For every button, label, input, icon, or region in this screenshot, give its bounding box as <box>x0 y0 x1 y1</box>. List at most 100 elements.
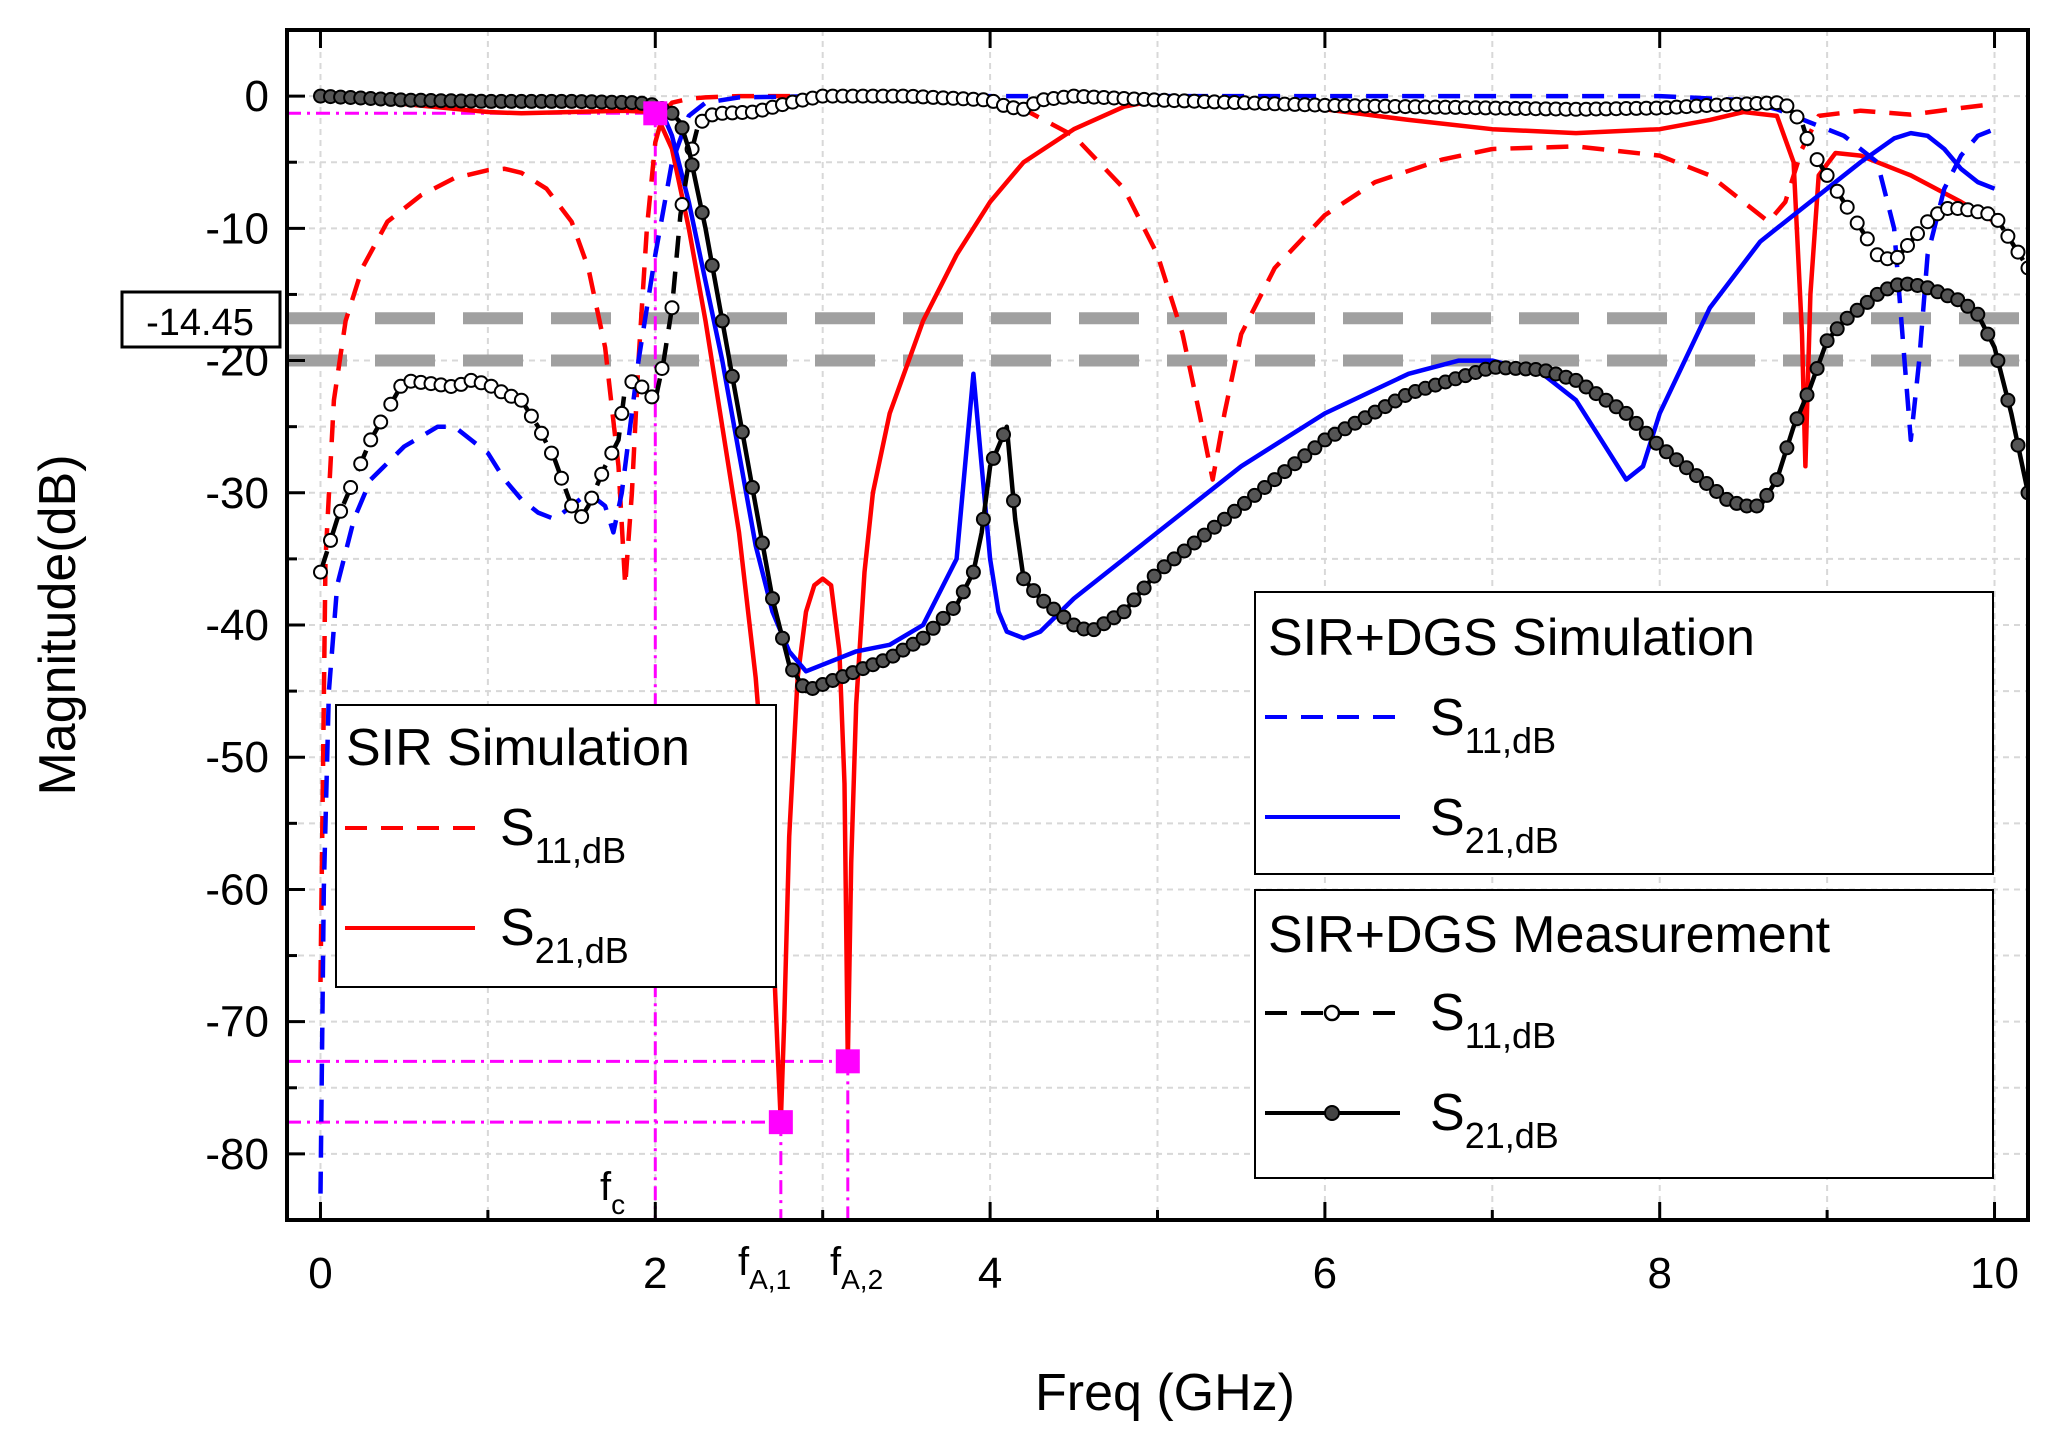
series-point-6 <box>1277 464 1293 480</box>
series-point-6 <box>935 610 951 626</box>
series-point-6 <box>1769 472 1785 488</box>
series-point-6 <box>684 157 700 173</box>
series-point-5 <box>654 361 670 376</box>
series-point-6 <box>945 601 961 616</box>
legend-sir-s21-label: S21,dB <box>500 899 629 971</box>
tick-labels: 0 2 4 6 8 100-10-20-30-40-50-60-70-80 <box>205 72 2019 1298</box>
y-tick-label: -80 <box>205 1130 269 1179</box>
x-tick-label: 6 <box>1313 1249 1337 1298</box>
series-point-6 <box>1618 405 1634 421</box>
legend-dgs-meas-s21-marker <box>1324 1105 1340 1121</box>
legend-sir-s11-label: S11,dB <box>500 799 626 871</box>
series-point-6 <box>694 205 710 220</box>
series-point-6 <box>1638 425 1654 441</box>
series-point-6 <box>1136 580 1152 596</box>
legend-dgs-sim-s11-label: S11,dB <box>1430 689 1556 761</box>
series-point-5 <box>1920 214 1936 230</box>
legend-dgs-meas-s11-label: S11,dB <box>1430 984 1556 1056</box>
series-point-5 <box>614 405 630 421</box>
series-point-6 <box>1036 593 1052 609</box>
series-point-6 <box>1217 511 1232 527</box>
series-point-5 <box>554 470 569 486</box>
series-point-6 <box>1598 392 1614 408</box>
series-point-5 <box>1980 206 1996 222</box>
annotation-fc: fc <box>600 1165 625 1220</box>
series-point-6 <box>734 424 750 440</box>
series-point-6 <box>1819 333 1835 349</box>
series-point-6 <box>785 662 801 678</box>
series-point-5 <box>1849 215 1865 231</box>
series-point-6 <box>975 511 991 527</box>
series-point-6 <box>775 630 790 646</box>
series-point-6 <box>765 591 780 607</box>
series-point-6 <box>704 257 720 273</box>
series-point-5 <box>1859 231 1875 247</box>
series-point-6 <box>1990 353 2006 369</box>
series-point-6 <box>925 620 941 636</box>
series-line-1 <box>318 93 1995 983</box>
y-tick-label: -50 <box>205 733 269 782</box>
series-point-6 <box>1196 527 1212 543</box>
y-tick-label: 0 <box>245 72 269 121</box>
annotation-markers <box>643 101 860 1135</box>
series-point-5 <box>363 432 379 448</box>
series-point-6 <box>1206 519 1222 535</box>
series-point-6 <box>1669 452 1684 468</box>
legend-dgs-measurement: SIR+DGS Measurement S11,dB S21,dB <box>1254 889 1994 1179</box>
series-point-6 <box>1237 495 1252 511</box>
series-point-5 <box>343 480 359 495</box>
annotation-marker-fA1 <box>768 1110 793 1135</box>
series-point-6 <box>1839 310 1855 326</box>
series-point-5 <box>1799 130 1815 146</box>
series-point-5 <box>1990 212 2006 228</box>
x-tick-label: 4 <box>978 1249 1002 1298</box>
annotation-marker-fA2 <box>835 1049 860 1074</box>
series-point-5 <box>594 466 610 482</box>
series-point-6 <box>1749 498 1765 514</box>
series-point-5 <box>1910 226 1925 242</box>
series-point-6 <box>1026 583 1042 599</box>
series-point-5 <box>353 456 369 472</box>
series-point-5 <box>313 564 328 580</box>
series-point-6 <box>1709 484 1725 499</box>
series-point-6 <box>1648 435 1664 451</box>
y-tick-label: -10 <box>205 204 269 253</box>
series-point-5 <box>574 509 590 525</box>
series-point-6 <box>2000 392 2016 408</box>
series-point-6 <box>1176 543 1192 559</box>
series-point-6 <box>1658 444 1674 460</box>
series-point-6 <box>1789 411 1805 427</box>
series-point-6 <box>1568 372 1584 388</box>
y-tick-label: -40 <box>205 601 269 650</box>
series-point-6 <box>1849 302 1865 318</box>
series-point-6 <box>1126 592 1142 608</box>
series-point-6 <box>915 630 931 646</box>
legend-dgs-sim-s21-label: S21,dB <box>1430 789 1559 861</box>
series-point-6 <box>1699 476 1715 491</box>
x-tick-label: 0 <box>308 1249 332 1298</box>
y-tick-label: -70 <box>205 998 269 1047</box>
series-point-6 <box>674 120 690 136</box>
series-point-5 <box>1779 98 1795 114</box>
series-point-5 <box>373 414 389 430</box>
x-tick-label: 10 <box>1970 1249 2019 1298</box>
series-point-6 <box>744 480 760 495</box>
annotation-marker-fc <box>643 101 668 126</box>
series-point-5 <box>2010 244 2026 260</box>
series-point-6 <box>1960 298 1976 314</box>
series-point-5 <box>513 392 529 408</box>
series-point-5 <box>584 490 600 506</box>
annotation-fa1: fA,1 <box>738 1240 791 1295</box>
x-axis-title: Freq (GHz) <box>1035 1364 1295 1422</box>
series-point-6 <box>1046 601 1062 617</box>
series-point-6 <box>1116 604 1132 620</box>
ref-value-box: -14.45 <box>120 290 282 349</box>
series-point-6 <box>1779 440 1795 456</box>
series-point-5 <box>1889 249 1905 265</box>
series-point-5 <box>664 300 680 316</box>
reference-lines <box>287 312 2028 367</box>
legend-sir-simulation: SIR Simulation S11,dB S21,dB <box>335 704 777 988</box>
y-tick-label: -30 <box>205 469 269 518</box>
series-point-5 <box>523 408 539 424</box>
